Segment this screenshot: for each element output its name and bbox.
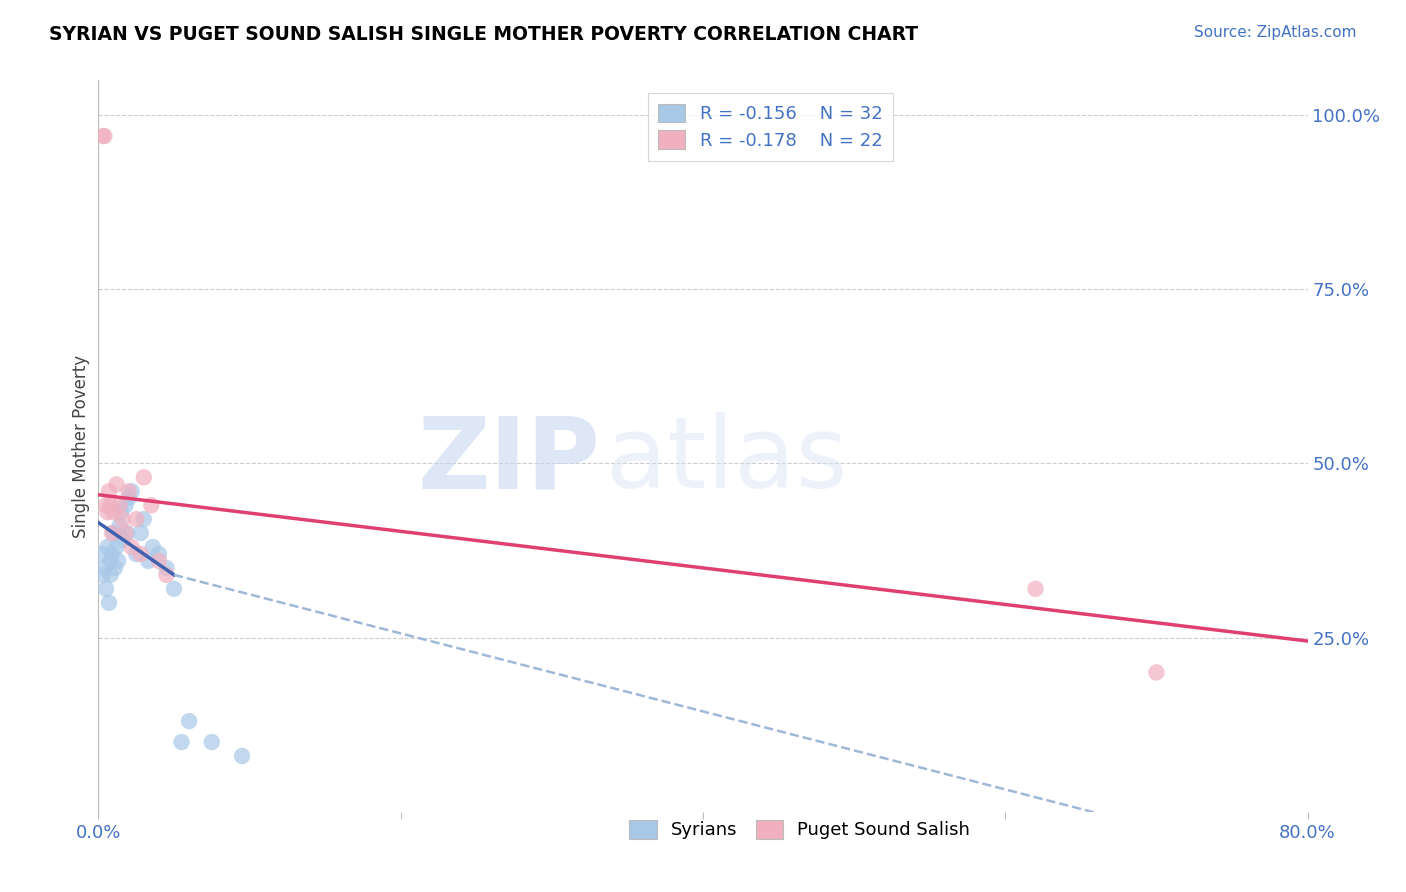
Point [107, 554, 129, 568]
Point [96, 540, 118, 554]
Point [142, 540, 165, 554]
Point [231, 749, 253, 764]
Point [103, 505, 125, 519]
Text: ZIP: ZIP [418, 412, 600, 509]
Point [98, 596, 121, 610]
Point [98, 484, 121, 499]
Point [91, 567, 114, 582]
Point [148, 547, 170, 561]
Point [111, 512, 134, 526]
Point [1024, 582, 1046, 596]
Point [103, 526, 125, 541]
Point [100, 498, 122, 512]
Point [94, 582, 117, 596]
Point [101, 526, 124, 541]
Point [118, 491, 141, 506]
Point [104, 561, 127, 575]
Point [114, 498, 136, 512]
Point [121, 484, 143, 499]
Point [170, 735, 193, 749]
Point [125, 512, 148, 526]
Point [201, 735, 224, 749]
Point [93, 128, 115, 143]
Point [148, 554, 170, 568]
Point [136, 554, 159, 568]
Point [114, 526, 136, 541]
Point [111, 533, 134, 547]
Point [93, 561, 115, 575]
Point [101, 547, 124, 561]
Point [100, 567, 122, 582]
Point [179, 714, 201, 728]
Text: SYRIAN VS PUGET SOUND SALISH SINGLE MOTHER POVERTY CORRELATION CHART: SYRIAN VS PUGET SOUND SALISH SINGLE MOTH… [49, 25, 918, 44]
Point [1144, 665, 1167, 680]
Point [108, 498, 131, 512]
Point [100, 554, 122, 568]
Point [115, 526, 138, 541]
Point [125, 547, 148, 561]
Point [91, 547, 114, 561]
Text: Source: ZipAtlas.com: Source: ZipAtlas.com [1194, 25, 1357, 40]
Point [129, 547, 152, 561]
Legend: Syrians, Puget Sound Salish: Syrians, Puget Sound Salish [623, 813, 977, 847]
Point [141, 498, 163, 512]
Point [105, 540, 128, 554]
Point [118, 484, 141, 499]
Point [91, 128, 114, 143]
Point [96, 505, 118, 519]
Point [155, 567, 177, 582]
Point [163, 582, 186, 596]
Point [155, 561, 177, 575]
Point [132, 470, 155, 484]
Text: atlas: atlas [606, 412, 848, 509]
Point [105, 477, 128, 491]
Point [94, 498, 117, 512]
Point [108, 519, 131, 533]
Y-axis label: Single Mother Poverty: Single Mother Poverty [72, 354, 90, 538]
Point [110, 505, 132, 519]
Point [121, 540, 143, 554]
Point [132, 512, 155, 526]
Point [129, 526, 152, 541]
